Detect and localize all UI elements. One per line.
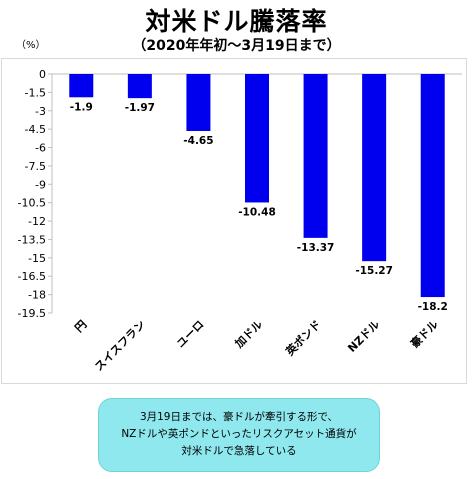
bar (245, 74, 269, 203)
bar (186, 74, 211, 131)
data-label: -10.48 (238, 206, 276, 218)
x-tick-label: 加ドル (231, 317, 265, 351)
x-tick-label: 豪ドル (408, 317, 441, 350)
callout-line-1: 3月19日までは、豪ドルが牽引する形で、 (139, 411, 339, 423)
y-tick-label: -12 (28, 215, 46, 228)
x-tick-label: ユーロ (174, 318, 207, 351)
data-label: -18.2 (418, 301, 448, 313)
x-tick-label: スイスフラン (92, 318, 148, 374)
x-tick-label: 円 (72, 318, 89, 335)
callout-line-2: NZドルや英ポンドといったリスクアセット通貨が (121, 428, 357, 440)
data-label: -1.97 (125, 102, 155, 114)
x-tick-label: 英ポンド (282, 317, 324, 359)
y-tick-label: -18 (28, 289, 46, 302)
y-tick-label: -1.5 (25, 86, 46, 99)
x-tick-label: NZドル (345, 318, 382, 355)
y-tick-label: -3 (35, 105, 46, 118)
y-tick-label: 0 (39, 68, 46, 81)
data-label: -15.27 (355, 265, 393, 277)
data-label: -1.9 (70, 101, 93, 113)
y-tick-label: -10.5 (18, 197, 46, 210)
bar (362, 74, 387, 262)
chart-frame (1, 58, 467, 384)
y-tick-label: -13.5 (18, 233, 46, 246)
y-tick-label: -4.5 (25, 123, 46, 136)
chart-subtitle: （2020年年初～3月19日まで） (132, 38, 341, 54)
data-label: -4.65 (183, 135, 213, 147)
callout-box: 3月19日までは、豪ドルが牽引する形で、 NZドルや英ポンドといったリスクアセッ… (98, 398, 380, 472)
bar (420, 74, 445, 298)
y-tick-label: -6 (35, 142, 46, 155)
y-tick-label: -7.5 (25, 160, 46, 173)
y-tick-label: -9 (35, 178, 46, 191)
chart-title: 対米ドル騰落率 (145, 7, 328, 36)
y-tick-label: -16.5 (18, 270, 46, 283)
bar (69, 74, 94, 98)
y-axis-unit: （%） (16, 40, 46, 51)
bar (303, 74, 328, 238)
y-tick-label: -15 (28, 252, 46, 265)
data-label: -13.37 (297, 242, 335, 254)
callout-line-3: 対米ドルで急落している (181, 445, 297, 457)
y-tick-label: -19.5 (18, 307, 46, 320)
bar (127, 74, 152, 99)
bar-chart: 0 -1.5 -3 -4.5 -6 -7.5 -9 -10.5 -12 -13.5 -15 -16.5… (18, 68, 462, 374)
